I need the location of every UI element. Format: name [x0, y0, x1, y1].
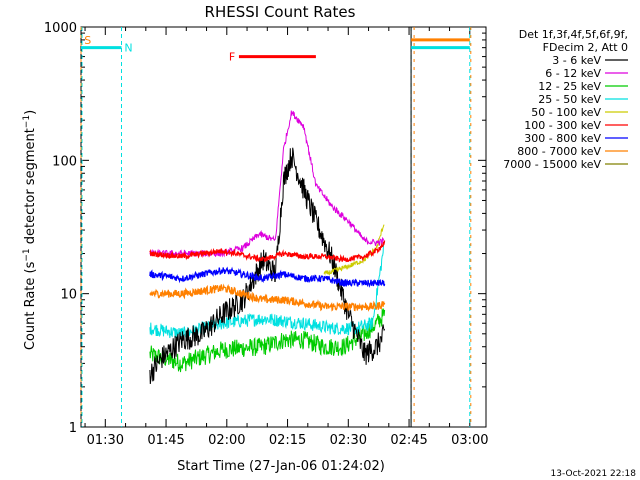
x-tick-label: 02:00 [208, 433, 245, 448]
series-line-12-25-kev [149, 307, 386, 373]
y-tick-label: 100 [52, 154, 77, 169]
plot-area: 1 10 100 1000 01:30 01:45 02:00 02:15 02:30 02:45… [44, 21, 489, 448]
legend-label: 7000 - 15000 keV [503, 158, 601, 171]
x-tick-label: 01:45 [147, 433, 184, 448]
legend: Det 1f,3f,4f,5f,6f,9f, FDecim 2, Att 0 3… [503, 28, 628, 171]
marker-s: S [84, 34, 91, 47]
series-line-300-800-kev [149, 266, 386, 288]
legend-label: 12 - 25 keV [538, 80, 601, 93]
legend-label: 300 - 800 keV [524, 132, 601, 145]
y-tick-label: 1000 [44, 21, 77, 36]
y-tick-label: 10 [60, 288, 77, 303]
marker-n: N [124, 42, 132, 55]
legend-header-line1: Det 1f,3f,4f,5f,6f,9f, [519, 28, 628, 41]
y-axis-label: Count Rate (s−1 detector segment−1) [22, 110, 38, 350]
timestamp-footer: 13-Oct-2021 22:18 [551, 469, 637, 479]
marker-f: F [229, 51, 235, 64]
legend-label: 50 - 100 keV [531, 106, 601, 119]
legend-label: 800 - 7000 keV [517, 145, 601, 158]
legend-label: 25 - 50 keV [538, 93, 601, 106]
x-tick-label: 01:30 [87, 433, 124, 448]
series-line-50-100-kev [323, 224, 385, 276]
legend-label: 6 - 12 keV [545, 67, 601, 80]
series-line-6-12-kev [149, 110, 386, 258]
series-line-100-300-kev [149, 240, 386, 263]
x-tick-label: 02:45 [390, 433, 427, 448]
x-tick-label: 02:30 [330, 433, 367, 448]
x-tick-label: 03:00 [451, 433, 488, 448]
series-line-25-50-kev [149, 241, 386, 340]
legend-label: 100 - 300 keV [524, 119, 601, 132]
x-tick-label: 02:15 [269, 433, 306, 448]
x-axis-label: Start Time (27-Jan-06 01:24:02) [177, 459, 385, 474]
series-line-800-7000-kev [149, 283, 386, 312]
legend-header-line2: FDecim 2, Att 0 [543, 41, 628, 54]
chart-title: RHESSI Count Rates [205, 3, 356, 21]
y-tick-label: 1 [69, 421, 77, 436]
legend-label: 3 - 6 keV [552, 54, 601, 67]
plot-frame [80, 26, 487, 428]
